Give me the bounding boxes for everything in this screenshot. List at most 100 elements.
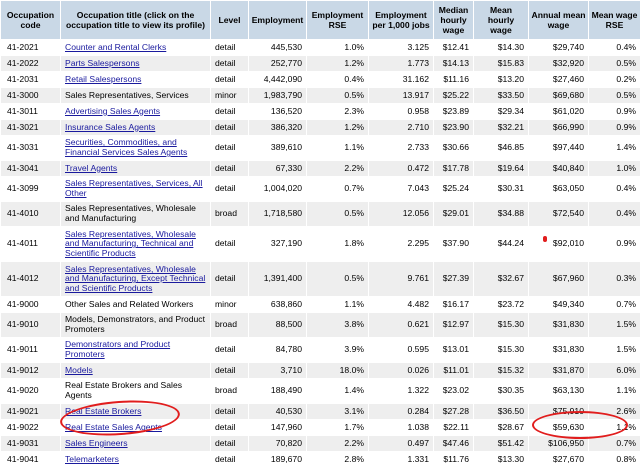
header-occupation-title[interactable]: Occupation title (click on the occupatio…: [61, 1, 211, 40]
employment-cell: 3,710: [249, 363, 307, 379]
occupation-code-cell: 41-3041: [1, 161, 61, 177]
employment-cell: 40,530: [249, 404, 307, 420]
employment-rse-cell: 18.0%: [307, 363, 369, 379]
header-employment-per-1000[interactable]: Employment per 1,000 jobs: [369, 1, 434, 40]
mean-hourly-wage-cell: $33.50: [474, 88, 529, 104]
employment-cell: 67,330: [249, 161, 307, 177]
median-hourly-wage-cell: $37.90: [434, 227, 474, 262]
header-employment[interactable]: Employment: [249, 1, 307, 40]
level-cell: broad: [211, 202, 249, 227]
annual-mean-wage-cell: $49,340: [529, 297, 589, 313]
employment-rse-cell: 0.5%: [307, 202, 369, 227]
employment-rse-cell: 1.2%: [307, 56, 369, 72]
occupation-title-cell: Models, Demonstrators, and Product Promo…: [61, 313, 211, 338]
occupation-code-cell: 41-9041: [1, 452, 61, 468]
occupation-title-cell: Securities, Commodities, and Financial S…: [61, 136, 211, 161]
header-occupation-code[interactable]: Occupation code: [1, 1, 61, 40]
header-mean-hourly-wage[interactable]: Mean hourly wage: [474, 1, 529, 40]
occupation-code-cell: 41-3031: [1, 136, 61, 161]
header-level[interactable]: Level: [211, 1, 249, 40]
employment-per-1000-cell: 3.125: [369, 40, 434, 56]
level-cell: detail: [211, 177, 249, 202]
level-cell: detail: [211, 161, 249, 177]
level-cell: broad: [211, 313, 249, 338]
annual-mean-wage-cell: $32,920: [529, 56, 589, 72]
occupation-code-cell: 41-3000: [1, 88, 61, 104]
annual-mean-wage-cell: $69,680: [529, 88, 589, 104]
annual-mean-wage-cell: $97,440: [529, 136, 589, 161]
occupation-title-cell: Real Estate Sales Agents: [61, 420, 211, 436]
level-cell: detail: [211, 104, 249, 120]
occupation-title-cell: Models: [61, 363, 211, 379]
occupation-title-link[interactable]: Advertising Sales Agents: [65, 106, 160, 116]
mean-hourly-wage-cell: $46.85: [474, 136, 529, 161]
occupation-title-link[interactable]: Real Estate Brokers: [65, 406, 141, 416]
employment-rse-cell: 1.8%: [307, 227, 369, 262]
occupation-title-cell: Telemarketers: [61, 452, 211, 468]
occupation-title-link[interactable]: Counter and Rental Clerks: [65, 42, 166, 52]
mean-wage-rse-cell: 0.2%: [589, 72, 640, 88]
occupation-title-link[interactable]: Sales Representatives, Wholesale and Man…: [65, 229, 196, 258]
employment-per-1000-cell: 31.162: [369, 72, 434, 88]
mean-wage-rse-cell: 1.4%: [589, 136, 640, 161]
header-median-hourly-wage[interactable]: Median hourly wage: [434, 1, 474, 40]
employment-cell: 4,442,090: [249, 72, 307, 88]
occupation-code-cell: 41-9021: [1, 404, 61, 420]
occupation-title-link[interactable]: Sales Representatives, Wholesale and Man…: [65, 264, 205, 293]
occupation-title-link[interactable]: Securities, Commodities, and Financial S…: [65, 137, 187, 157]
occupation-code-cell: 41-2031: [1, 72, 61, 88]
employment-rse-cell: 2.2%: [307, 436, 369, 452]
header-employment-rse[interactable]: Employment RSE: [307, 1, 369, 40]
median-hourly-wage-cell: $17.78: [434, 161, 474, 177]
level-cell: detail: [211, 72, 249, 88]
annual-mean-wage-cell: $72,540: [529, 202, 589, 227]
mean-hourly-wage-cell: $51.42: [474, 436, 529, 452]
mean-hourly-wage-cell: $32.67: [474, 262, 529, 297]
occupation-title-link[interactable]: Retail Salespersons: [65, 74, 141, 84]
mean-wage-rse-cell: 0.7%: [589, 436, 640, 452]
header-mean-wage-rse[interactable]: Mean wage RSE: [589, 1, 640, 40]
occupation-code-cell: 41-2021: [1, 40, 61, 56]
employment-cell: 1,983,790: [249, 88, 307, 104]
occupation-title-link[interactable]: Demonstrators and Product Promoters: [65, 339, 170, 359]
occupation-title-link[interactable]: Insurance Sales Agents: [65, 122, 155, 132]
median-hourly-wage-cell: $16.17: [434, 297, 474, 313]
occupation-title-link[interactable]: Telemarketers: [65, 454, 119, 464]
occupation-title-link[interactable]: Travel Agents: [65, 163, 117, 173]
annual-mean-wage-cell: $31,830: [529, 313, 589, 338]
annual-mean-wage-cell: $40,840: [529, 161, 589, 177]
median-hourly-wage-cell: $23.90: [434, 120, 474, 136]
annual-mean-wage-cell: $27,460: [529, 72, 589, 88]
mean-wage-rse-cell: 1.0%: [589, 161, 640, 177]
mean-hourly-wage-cell: $14.30: [474, 40, 529, 56]
occupation-title-link[interactable]: Models: [65, 365, 93, 375]
median-hourly-wage-cell: $22.11: [434, 420, 474, 436]
employment-rse-cell: 1.1%: [307, 297, 369, 313]
level-cell: detail: [211, 404, 249, 420]
occupation-code-cell: 41-9022: [1, 420, 61, 436]
employment-per-1000-cell: 0.958: [369, 104, 434, 120]
mean-wage-rse-cell: 0.8%: [589, 452, 640, 468]
level-cell: detail: [211, 56, 249, 72]
occupation-title-link[interactable]: Real Estate Sales Agents: [65, 422, 162, 432]
employment-per-1000-cell: 1.773: [369, 56, 434, 72]
occupation-title-link[interactable]: Sales Representatives, Services, All Oth…: [65, 178, 203, 198]
occupation-title-link[interactable]: Sales Engineers: [65, 438, 128, 448]
header-annual-mean-wage[interactable]: Annual mean wage: [529, 1, 589, 40]
median-hourly-wage-cell: $11.76: [434, 452, 474, 468]
annual-mean-wage-cell: $63,050: [529, 177, 589, 202]
employment-rse-cell: 1.4%: [307, 379, 369, 404]
occupation-title-link[interactable]: Parts Salespersons: [65, 58, 140, 68]
employment-rse-cell: 0.7%: [307, 177, 369, 202]
annual-mean-wage-cell: $63,130: [529, 379, 589, 404]
occupation-title-cell: Other Sales and Related Workers: [61, 297, 211, 313]
annual-mean-wage-cell: $75,910: [529, 404, 589, 420]
occupation-title-cell: Sales Representatives, Services: [61, 88, 211, 104]
